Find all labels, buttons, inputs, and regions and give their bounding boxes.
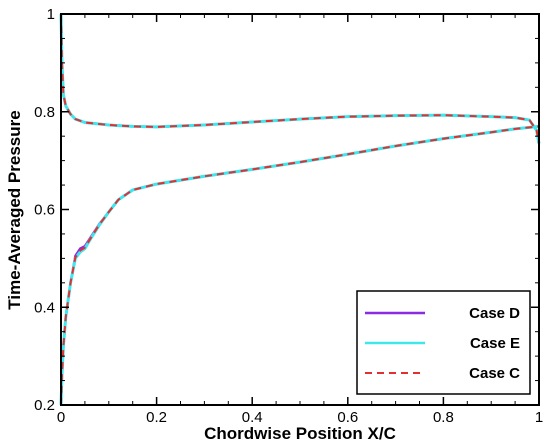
y-tick-label: 0.8 (34, 104, 55, 121)
x-tick-label: 0 (57, 409, 65, 426)
ticks-layer: 0 0.2 0.4 0.6 0.8 10.20.40.60.81 (34, 6, 543, 426)
y-axis-title: Time-Averaged Pressure (5, 110, 24, 309)
x-tick-label: 0.4 (242, 409, 263, 426)
legend-label-case-d: Case D (469, 305, 520, 322)
series-case-c-lower-line (60, 125, 540, 406)
legend-label-case-e: Case E (470, 335, 520, 352)
y-tick-label: 0.6 (34, 202, 55, 219)
x-tick-label: 0.2 (146, 409, 167, 426)
y-tick-label: 0.4 (34, 299, 55, 316)
y-tick-label: 1 (47, 6, 55, 23)
legend-items: Case D Case E Case C (365, 305, 520, 382)
y-tick-label: 0.2 (34, 397, 55, 414)
series-layer (59, 13, 541, 406)
legend-box (356, 290, 531, 395)
x-tick-label: 0.6 (337, 409, 358, 426)
series-case-c-upper-line (60, 13, 540, 144)
legend-label-case-c: Case C (469, 365, 520, 382)
x-tick-label: 1 (535, 409, 543, 426)
x-axis-title: Chordwise Position X/C (204, 424, 396, 443)
legend: Case D Case E Case C (356, 290, 531, 395)
x-tick-label: 0.8 (433, 409, 454, 426)
